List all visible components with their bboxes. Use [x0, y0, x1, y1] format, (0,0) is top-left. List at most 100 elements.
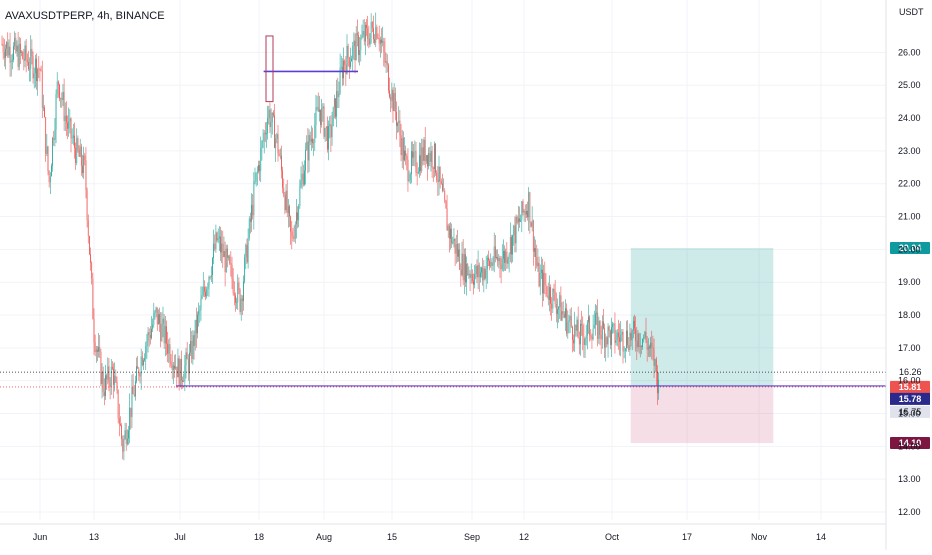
candle-body	[620, 334, 622, 343]
candle-body	[78, 149, 80, 157]
candle-body	[330, 124, 332, 138]
candle-body	[557, 309, 558, 314]
candle-body	[143, 360, 144, 366]
candle-body	[521, 201, 523, 221]
candle-body	[208, 276, 210, 287]
candle-body	[635, 328, 637, 342]
x-tick-label: Nov	[751, 532, 768, 542]
candle-body	[389, 90, 390, 97]
candle-body	[382, 41, 384, 43]
candle-body	[513, 225, 515, 236]
candle-body	[8, 46, 10, 56]
candle-body	[98, 346, 99, 352]
candle-body	[423, 139, 425, 161]
candle-body	[578, 338, 580, 345]
candle-body	[54, 129, 56, 140]
candle-body	[527, 210, 528, 218]
candle-body	[567, 321, 569, 334]
candle-body	[446, 208, 448, 231]
candle-body	[246, 244, 248, 263]
candle-body	[388, 64, 389, 91]
candle-body	[447, 225, 449, 231]
candle-body	[631, 330, 633, 341]
candle-body	[376, 26, 378, 39]
candle-body	[385, 61, 387, 63]
candle-body	[649, 346, 650, 349]
candle-body	[491, 261, 493, 266]
candle-body	[55, 94, 57, 130]
candle-body	[486, 257, 488, 270]
candle-body	[481, 267, 482, 273]
candle-body	[95, 349, 97, 353]
candle-body	[644, 331, 646, 338]
y-tick-label: 26.00	[898, 47, 921, 57]
candle-body	[335, 98, 336, 117]
candle-body	[405, 150, 407, 156]
candle-body	[237, 282, 239, 303]
position-tool[interactable]	[630, 248, 774, 444]
candle-body	[339, 67, 341, 94]
candle-body	[332, 107, 334, 126]
candle-body	[51, 165, 52, 177]
candle-body	[289, 206, 290, 217]
candle-body	[630, 332, 632, 341]
candle-body	[654, 359, 656, 366]
candle-body	[361, 35, 363, 38]
candle-body	[589, 316, 591, 336]
candle-body	[428, 152, 430, 167]
candle-body	[378, 38, 380, 44]
x-tick-label: 12	[519, 532, 529, 542]
candle-body	[153, 313, 155, 325]
candle-body	[274, 115, 275, 148]
candle-body	[11, 59, 13, 62]
stop-price-tag: 14.10	[890, 437, 930, 450]
candle-body	[254, 181, 256, 182]
candle-body	[185, 352, 187, 366]
y-tick-label: 21.00	[898, 212, 921, 222]
candle-body	[383, 41, 385, 52]
candle-body	[642, 338, 643, 348]
candle-body	[628, 345, 630, 351]
candle-body	[140, 356, 142, 377]
candle-body	[627, 330, 628, 346]
candle-body	[546, 286, 548, 296]
candle-body	[601, 321, 603, 340]
candle-body	[87, 220, 89, 237]
candle-body	[547, 295, 549, 300]
candle-body	[331, 125, 333, 138]
candle-body	[344, 60, 346, 65]
candle-body	[10, 61, 12, 63]
candle-body	[327, 126, 328, 150]
candle-body	[24, 45, 26, 61]
candle-body	[102, 371, 104, 392]
candle-body	[70, 118, 72, 139]
candle-body	[18, 43, 20, 67]
candle-body	[178, 358, 180, 387]
candle-body	[89, 236, 90, 255]
candle-body	[554, 291, 556, 304]
candle-body	[351, 58, 352, 62]
candle-body	[615, 340, 617, 343]
candle-body	[220, 236, 221, 253]
candle-body	[647, 346, 649, 350]
candle-body	[606, 337, 608, 345]
candle-body	[310, 138, 312, 142]
candle-body	[281, 155, 282, 171]
candle-body	[563, 314, 565, 318]
candle-body	[561, 311, 563, 321]
candle-body	[552, 288, 554, 309]
candle-body	[501, 258, 503, 270]
candle-body	[526, 210, 527, 215]
candle-body	[241, 298, 243, 302]
candle-body	[240, 298, 242, 312]
candle-body	[313, 142, 315, 144]
candle-body	[166, 326, 167, 344]
candle-body	[286, 190, 288, 214]
candle-body	[604, 328, 605, 348]
y-tick-label: 20.00	[898, 244, 921, 254]
candle-body	[319, 109, 320, 112]
candle-body	[622, 331, 624, 352]
